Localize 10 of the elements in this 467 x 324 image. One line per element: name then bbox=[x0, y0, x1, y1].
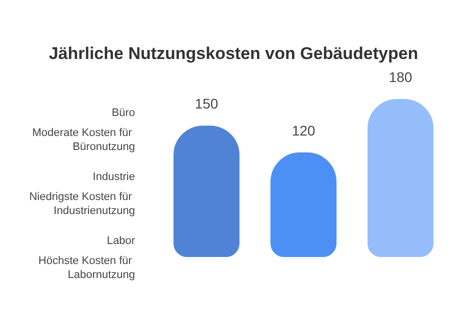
text: Höchste Kosten für Labornutzung bbox=[38, 255, 135, 281]
text: Industrie bbox=[92, 171, 135, 183]
text: Büro bbox=[112, 107, 135, 119]
text: Niedrigste Kosten für Industrienutzung bbox=[29, 191, 135, 217]
data-label: 150 bbox=[194, 96, 218, 112]
chart-title: Jährliche Nutzungskosten von Gebäudetypen bbox=[48, 44, 418, 63]
data-label: 120 bbox=[292, 122, 316, 138]
text: Moderate Kosten für Büronutzung bbox=[32, 127, 135, 153]
text: Labor bbox=[106, 235, 136, 247]
data-label: 180 bbox=[388, 69, 412, 85]
